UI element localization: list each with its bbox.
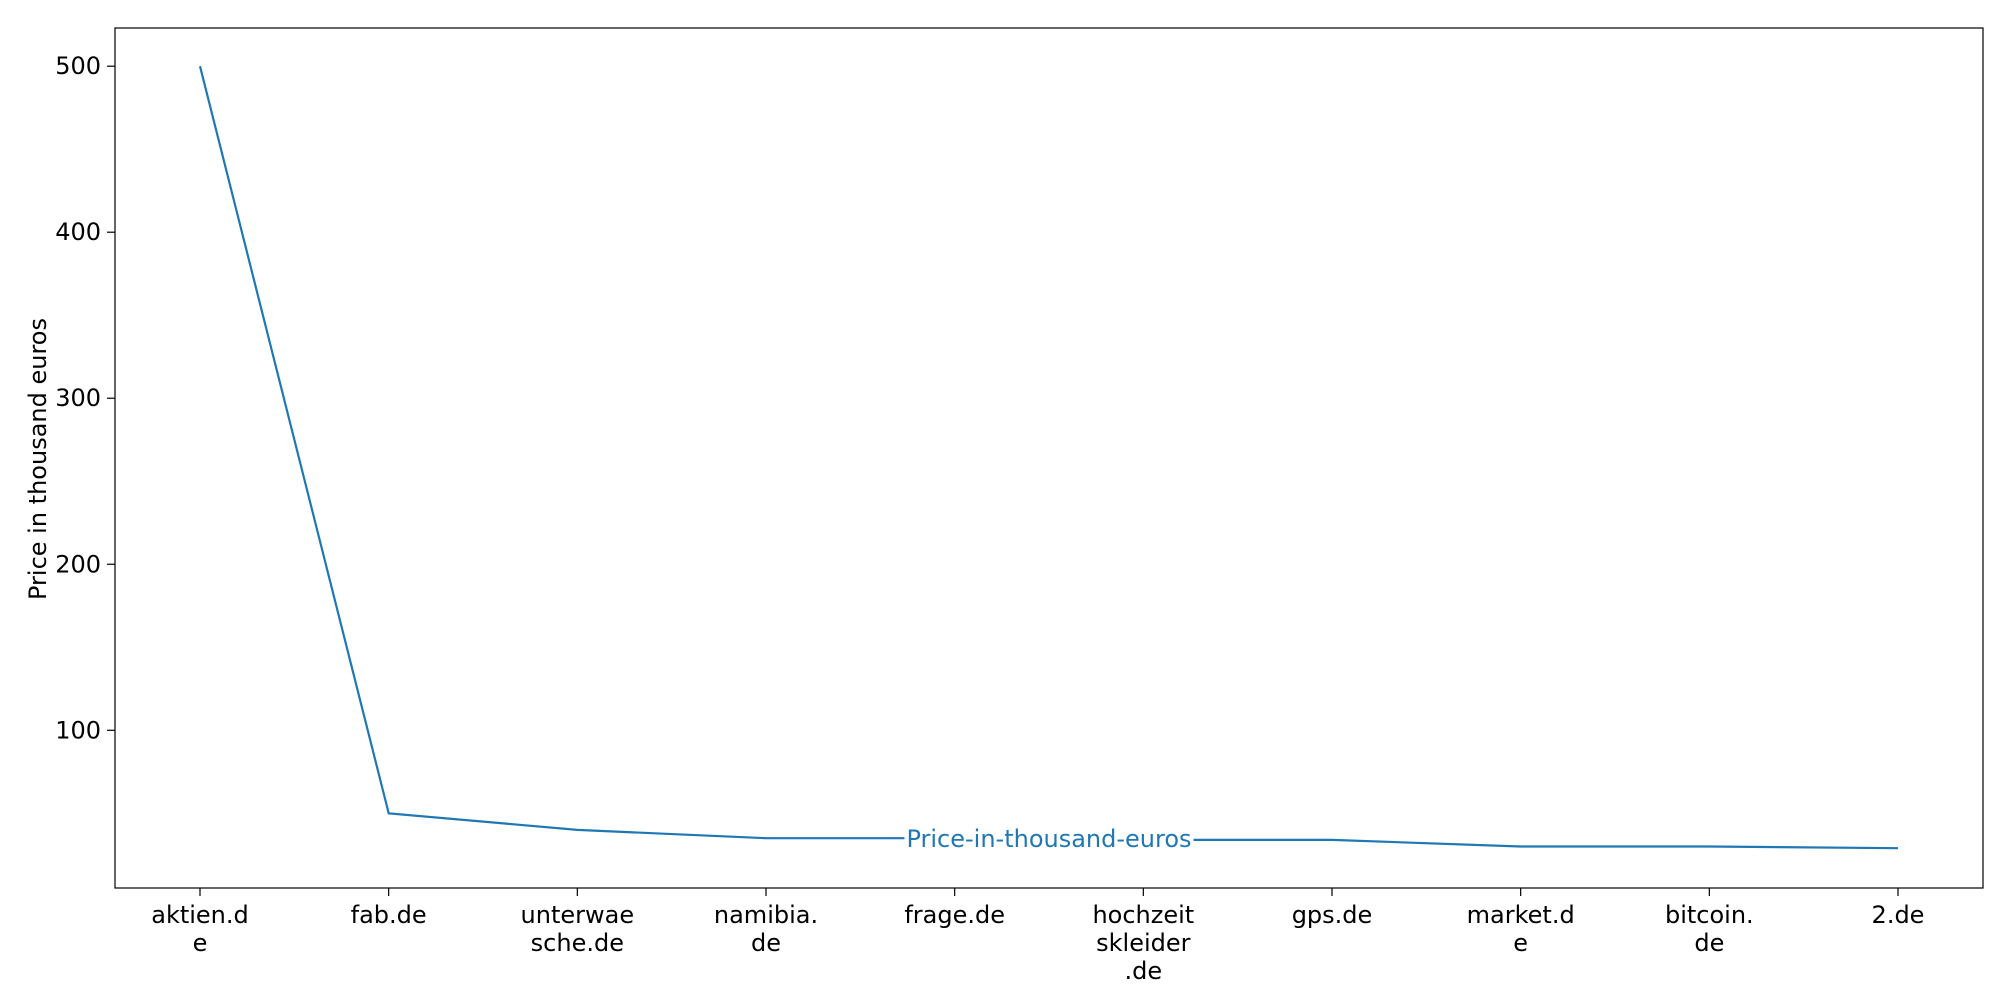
series-inline-label: Price-in-thousand-euros [906,825,1191,853]
x-tick-label: bitcoin. de [1665,901,1754,957]
y-tick-label: 400 [55,218,101,246]
y-tick-label: 500 [55,52,101,80]
y-axis-ticks: 100 200 300 400 500 [55,52,115,744]
x-tick-label: fab.de [351,901,427,929]
series-group: Price-in-thousand-euros [198,65,1899,853]
y-tick-label: 200 [55,550,101,578]
series-line [198,65,1899,850]
x-tick-label: aktien.d e [151,901,249,957]
x-tick-label: 2.de [1872,901,1925,929]
x-tick-label: gps.de [1292,901,1373,929]
x-tick-label: namibia. de [714,901,818,957]
x-tick-label: frage.de [904,901,1005,929]
y-tick-label: 100 [55,716,101,744]
series-inline-label-background [904,827,1194,852]
y-axis-label: Price in thousand euros [24,318,52,600]
x-tick-label: market.d e [1467,901,1575,957]
x-tick-label: hochzeit skleider .de [1092,901,1194,985]
y-tick-label: 300 [55,384,101,412]
x-axis-ticks: aktien.d e fab.de unterwae sche.de namibia. de… [151,888,1924,985]
x-tick-label: unterwae sche.de [521,901,635,957]
plot-area-frame [114,27,1984,889]
